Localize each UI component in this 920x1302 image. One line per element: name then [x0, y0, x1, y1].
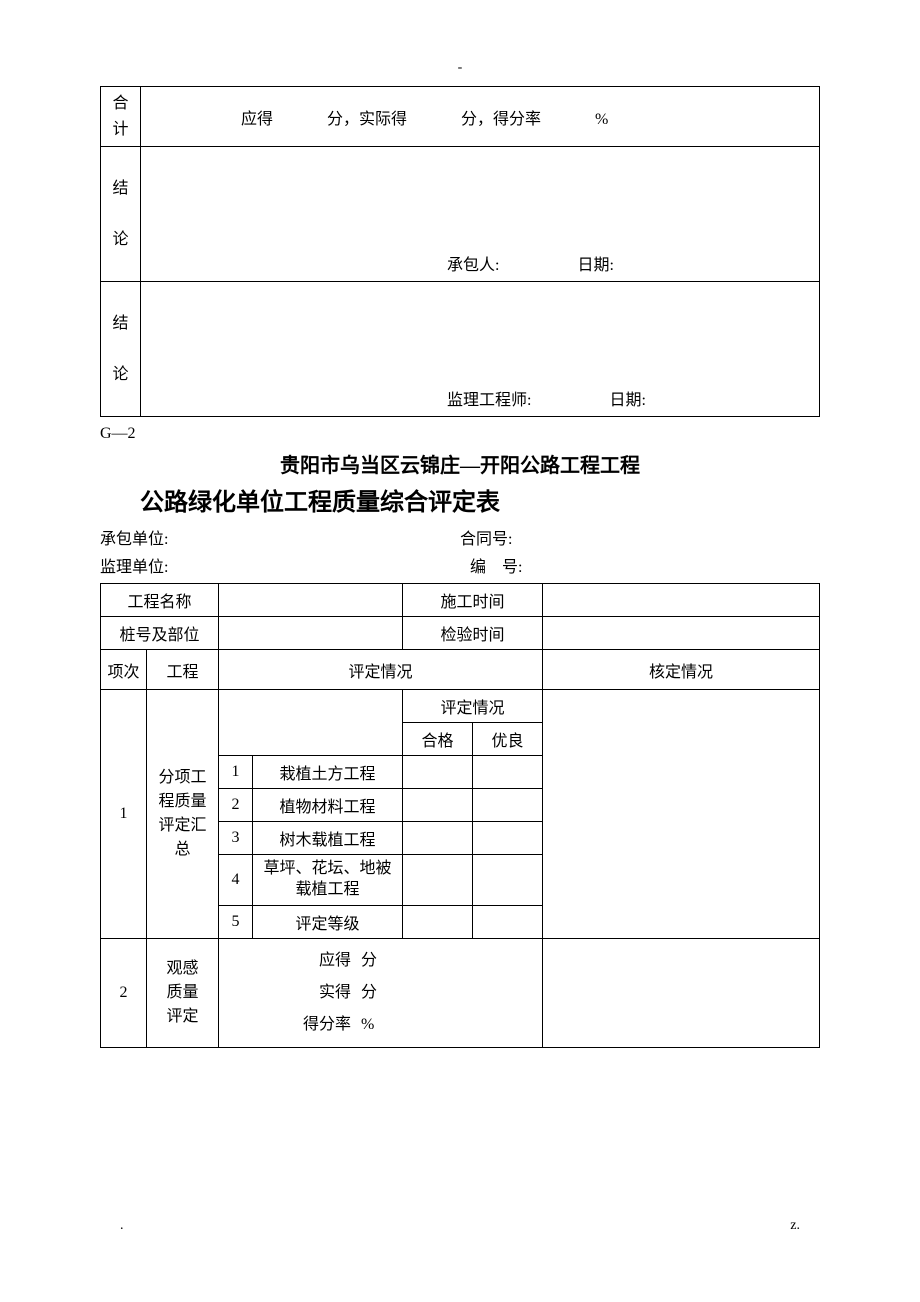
sec1-num: 1 [101, 690, 147, 939]
supervisor-label: 监理单位: [100, 559, 168, 576]
item-name: 植物材料工程 [253, 789, 403, 822]
page-dash: - [100, 60, 820, 76]
t: 论 [112, 366, 128, 383]
t: 结 [112, 180, 128, 197]
h-pile-pos: 桩号及部位 [101, 617, 219, 650]
t: 计 [112, 121, 128, 138]
contractor-label: 承包单位: [100, 531, 168, 548]
sec1-label: 分项工程质量评定汇总 [147, 690, 219, 939]
h-pingding2: 评定情况 [403, 690, 543, 723]
footer-left: . [120, 1218, 124, 1234]
sec2-heding [543, 938, 820, 1047]
conclusion-label-1: 结 论 [101, 147, 141, 282]
sec1-heding [543, 690, 820, 939]
item-hg [403, 756, 473, 789]
t: 得分率 [231, 1009, 351, 1041]
h-gongcheng: 工程 [147, 650, 219, 690]
info-row-1: 承包单位: 合同号: [100, 525, 820, 549]
date-label: 日期: [609, 392, 645, 409]
total-content: 应得 分，实际得 分，得分率 % [141, 87, 820, 147]
t: 分 [351, 977, 391, 1009]
item-n: 5 [219, 905, 253, 938]
item-yl [473, 756, 543, 789]
item-yl [473, 789, 543, 822]
t: 实得 [231, 977, 351, 1009]
conclusion-label-2: 结 论 [101, 282, 141, 417]
item-yl [473, 855, 543, 906]
h-xiangci: 项次 [101, 650, 147, 690]
item-yl [473, 905, 543, 938]
form-code: G—2 [100, 425, 820, 443]
t: % [351, 1009, 391, 1041]
t: 分 [351, 945, 391, 977]
sec2-scores: 应得分 实得分 得分率% [219, 938, 543, 1047]
v-inspect-time [543, 617, 820, 650]
v-constr-time [543, 584, 820, 617]
total-label: 合 计 [101, 87, 141, 147]
contract-no-label: 合同号: [460, 531, 512, 548]
t: 论 [112, 231, 128, 248]
contractor-sig-label: 承包人: [447, 257, 499, 274]
h-pingding: 评定情况 [219, 650, 543, 690]
sec2-num: 2 [101, 938, 147, 1047]
blank [219, 690, 403, 756]
t: % [595, 111, 608, 128]
item-yl [473, 822, 543, 855]
item-hg [403, 789, 473, 822]
date-label: 日期: [577, 257, 613, 274]
h-inspect-time: 检验时间 [403, 617, 543, 650]
h-youliang: 优良 [473, 723, 543, 756]
item-name: 树木载植工程 [253, 822, 403, 855]
h-constr-time: 施工时间 [403, 584, 543, 617]
v-proj-name [219, 584, 403, 617]
supervisor-sig-label: 监理工程师: [447, 392, 531, 409]
t: 结 [112, 315, 128, 332]
item-name: 评定等级 [253, 905, 403, 938]
t: 应得 [231, 945, 351, 977]
h-proj-name: 工程名称 [101, 584, 219, 617]
item-n: 4 [219, 855, 253, 906]
h-heding: 核定情况 [543, 650, 820, 690]
t: 分，得分率 [461, 111, 541, 128]
item-n: 3 [219, 822, 253, 855]
sec2-label: 观感质量评定 [147, 938, 219, 1047]
v-pile-pos [219, 617, 403, 650]
item-hg [403, 855, 473, 906]
item-name: 草坪、花坛、地被载植工程 [253, 855, 403, 906]
item-n: 2 [219, 789, 253, 822]
conclusion-2: 监理工程师: 日期: [141, 282, 820, 417]
item-hg [403, 905, 473, 938]
item-name: 栽植土方工程 [253, 756, 403, 789]
item-n: 1 [219, 756, 253, 789]
t: 应得 [241, 111, 273, 128]
footer: . z. [100, 1218, 820, 1234]
summary-table: 合 计 应得 分，实际得 分，得分率 % 结 论 承包人: 日期: 结 论 [100, 86, 820, 417]
info-row-2: 监理单位: 编 号: [100, 553, 820, 577]
evaluation-table: 工程名称 施工时间 桩号及部位 检验时间 项次 工程 评定情况 核定情况 1 分… [100, 583, 820, 1048]
t: 分，实际得 [327, 111, 407, 128]
h-hege: 合格 [403, 723, 473, 756]
doc-no-label: 编 号: [470, 559, 522, 576]
title-main: 贵阳市乌当区云锦庄—开阳公路工程工程 [100, 449, 820, 478]
t: 合 [112, 95, 128, 112]
item-hg [403, 822, 473, 855]
title-sub: 公路绿化单位工程质量综合评定表 [140, 482, 820, 517]
conclusion-1: 承包人: 日期: [141, 147, 820, 282]
footer-right: z. [790, 1218, 800, 1234]
